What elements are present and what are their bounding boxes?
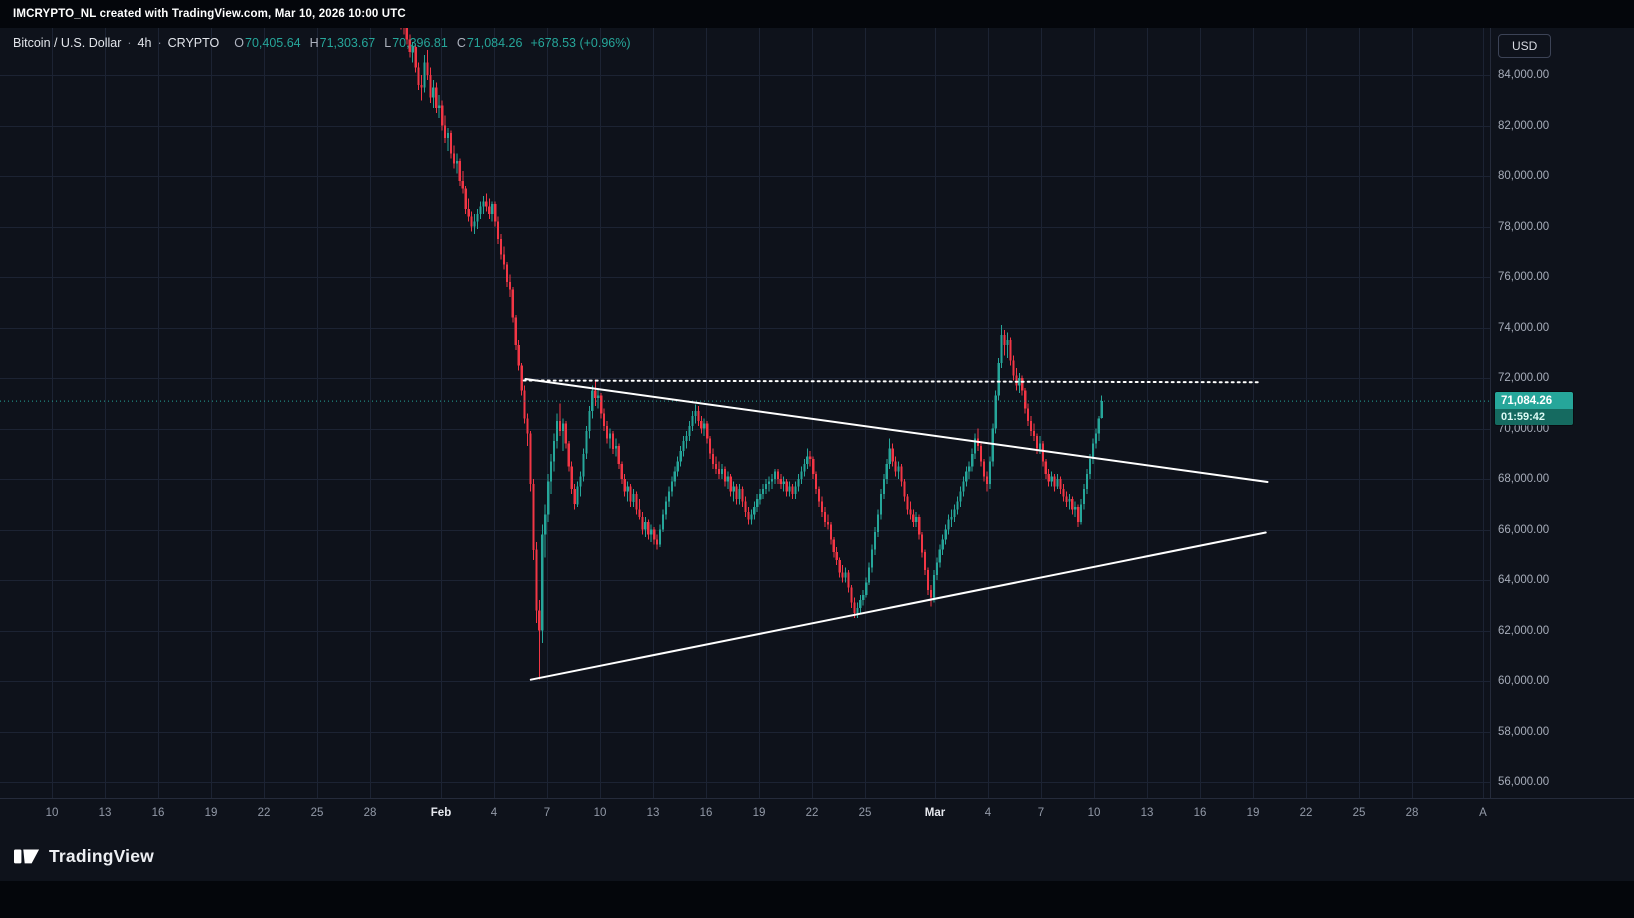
time-tick-label: 22 xyxy=(257,807,271,819)
price-tick-label: 62,000.00 xyxy=(1498,625,1550,637)
price-tick-label: 78,000.00 xyxy=(1498,221,1550,233)
legend-separator: · xyxy=(127,36,132,50)
drawings[interactable] xyxy=(522,378,1269,681)
legend-separator: · xyxy=(157,36,162,50)
price-tick-label: 64,000.00 xyxy=(1498,574,1550,586)
time-tick-label: 28 xyxy=(1405,807,1419,819)
price-tick-label: 76,000.00 xyxy=(1498,271,1550,283)
upper-trendline[interactable] xyxy=(524,378,1269,483)
time-tick-label: 25 xyxy=(310,807,324,819)
time-tick-label: 13 xyxy=(98,807,112,819)
price-axis[interactable]: USD 71,084.26 01:59:42 84,000.00 82,000.0… xyxy=(1490,28,1634,798)
time-tick-label: 16 xyxy=(699,807,713,819)
exchange-label: CRYPTO xyxy=(167,36,220,50)
candlesticks xyxy=(400,28,1103,680)
price-tick-label: 82,000.00 xyxy=(1498,120,1550,132)
time-tick-label: 13 xyxy=(1140,807,1154,819)
price-tick-label: 84,000.00 xyxy=(1498,69,1550,81)
last-price-badge[interactable]: 71,084.26 01:59:42 xyxy=(1495,392,1573,425)
time-tick-label: 16 xyxy=(151,807,165,819)
lower-trendline[interactable] xyxy=(529,531,1267,681)
time-axis[interactable]: 10 13 16 19 22 25 28 Feb 4 7 10 13 16 19 22 25 Mar 4 7 10 13… xyxy=(0,798,1634,832)
last-price-value: 71,084.26 xyxy=(1495,392,1573,409)
time-tick-label: 10 xyxy=(1087,807,1101,819)
low-value: 70,396.81 xyxy=(392,36,448,50)
price-tick-label: 80,000.00 xyxy=(1498,170,1550,182)
price-tick-label: 68,000.00 xyxy=(1498,473,1550,485)
price-tick-label: 66,000.00 xyxy=(1498,524,1550,536)
time-tick-label: 28 xyxy=(363,807,377,819)
time-tick-label: 7 xyxy=(1037,807,1045,819)
high-label: H xyxy=(309,36,319,50)
tradingview-wordmark: TradingView xyxy=(49,845,154,866)
tradingview-logo-mark xyxy=(14,849,40,864)
close-value: 71,084.26 xyxy=(466,36,523,50)
time-tick-label: 13 xyxy=(646,807,660,819)
close-label: C xyxy=(456,36,466,50)
bottom-toolbar: TradingView xyxy=(0,831,1634,881)
high-value: 71,303.67 xyxy=(319,36,376,50)
low-label: L xyxy=(384,36,392,50)
open-label: O xyxy=(234,36,244,50)
attribution-text: IMCRYPTO_NL created with TradingView.com… xyxy=(13,8,406,20)
currency-toggle-usd[interactable]: USD xyxy=(1498,34,1552,58)
chart-canvas[interactable] xyxy=(0,28,1490,798)
time-tick-label: 25 xyxy=(1352,807,1366,819)
time-tick-label: 16 xyxy=(1193,807,1207,819)
time-tick-label: 4 xyxy=(984,807,992,819)
time-tick-label: 25 xyxy=(858,807,872,819)
time-tick-label: Mar xyxy=(924,807,946,819)
time-tick-label: 7 xyxy=(543,807,551,819)
time-tick-label: 10 xyxy=(593,807,607,819)
time-tick-label: 4 xyxy=(490,807,498,819)
chart-area: Bitcoin / U.S. Dollar · 4h · CRYPTO O 70… xyxy=(0,28,1634,918)
resistance-dotted-line[interactable] xyxy=(522,379,1262,384)
tradingview-logo[interactable]: TradingView xyxy=(14,845,154,867)
time-tick-label: 19 xyxy=(204,807,218,819)
price-tick-label: 72,000.00 xyxy=(1498,372,1550,384)
bar-countdown: 01:59:42 xyxy=(1495,409,1573,425)
change-value: +678.53 (+0.96%) xyxy=(530,36,631,50)
price-tick-label: 74,000.00 xyxy=(1498,322,1550,334)
time-tick-label: 22 xyxy=(805,807,819,819)
time-tick-label: 22 xyxy=(1299,807,1313,819)
time-tick-label: 19 xyxy=(1246,807,1260,819)
price-tick-label: 70,000.00 xyxy=(1498,423,1550,435)
symbol-legend[interactable]: Bitcoin / U.S. Dollar · 4h · CRYPTO O 70… xyxy=(13,36,631,50)
price-tick-label: 60,000.00 xyxy=(1498,675,1550,687)
attribution-bar: IMCRYPTO_NL created with TradingView.com… xyxy=(0,0,1634,28)
price-tick-label: 58,000.00 xyxy=(1498,726,1550,738)
time-tick-label: 19 xyxy=(752,807,766,819)
symbol-name: Bitcoin / U.S. Dollar xyxy=(13,36,122,50)
time-tick-label: 10 xyxy=(45,807,59,819)
open-value: 70,405.64 xyxy=(245,36,301,50)
time-tick-label: Feb xyxy=(430,807,452,819)
time-tick-label: A xyxy=(1479,807,1487,819)
price-tick-label: 56,000.00 xyxy=(1498,776,1550,788)
gridlines xyxy=(0,28,1490,798)
interval-label: 4h xyxy=(137,36,152,50)
